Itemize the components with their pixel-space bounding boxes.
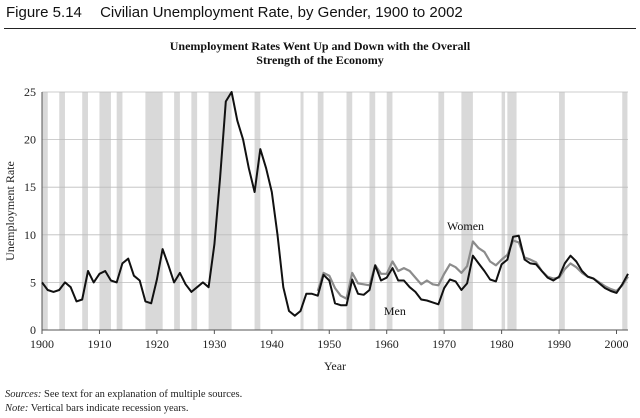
- recession-bar: [438, 92, 445, 330]
- x-tick-label: 1930: [202, 337, 226, 351]
- series-lines: [41, 91, 629, 317]
- sources-label: Sources:: [5, 389, 42, 400]
- y-tick-label: 25: [24, 85, 36, 99]
- x-tick-label: 1960: [375, 337, 399, 351]
- y-tick-label: 20: [24, 133, 36, 147]
- recession-bar: [99, 92, 111, 330]
- x-tick-label: 1970: [432, 337, 456, 351]
- sources-note: Sources: See text for an explanation of …: [5, 388, 635, 402]
- recession-bar: [82, 92, 88, 330]
- x-tick-label: 1990: [547, 337, 571, 351]
- x-tick-label: 1910: [87, 337, 111, 351]
- y-tick-label: 0: [30, 323, 36, 337]
- recession-bar: [559, 92, 565, 330]
- recession-bar: [346, 92, 353, 330]
- sources-text: See text for an explanation of multiple …: [41, 389, 243, 400]
- figure-header: Figure 5.14 Civilian Unemployment Rate, …: [4, 0, 636, 29]
- note-text: Vertical bars indicate recession years.: [28, 403, 189, 414]
- series-line-women: [316, 239, 629, 300]
- grid-lines: [42, 91, 628, 283]
- x-tick-label: 1900: [30, 337, 54, 351]
- y-tick-label: 10: [24, 228, 36, 242]
- recession-bar: [254, 92, 261, 330]
- women-label: Women: [447, 219, 484, 233]
- recession-bar: [461, 92, 473, 330]
- y-tick-label: 15: [24, 180, 36, 194]
- y-tick-label: 5: [30, 275, 36, 289]
- recession-bar: [386, 92, 393, 330]
- x-tick-label: 1920: [145, 337, 169, 351]
- x-tick-label: 1950: [317, 337, 341, 351]
- recession-bar: [622, 92, 628, 330]
- x-axis-label: Year: [324, 359, 346, 373]
- figure-caption: Civilian Unemployment Rate, by Gender, 1…: [100, 4, 463, 21]
- unemployment-chart: Unemployment Rates Went Up and Down with…: [3, 39, 629, 373]
- note-label: Note:: [5, 403, 29, 414]
- x-tick-label: 2000: [605, 337, 629, 351]
- recession-bar: [191, 92, 198, 330]
- recession-bar: [369, 92, 376, 330]
- recession-bar: [116, 92, 123, 330]
- x-tick-label: 1980: [490, 337, 514, 351]
- y-axis-label: Unemployment Rate: [3, 161, 17, 261]
- recession-bar: [501, 92, 506, 330]
- footnotes: Sources: See text for an explanation of …: [5, 388, 635, 416]
- chart-title-line: Unemployment Rates Went Up and Down with…: [170, 39, 471, 53]
- recession-note: Note: Vertical bars indicate recession y…: [5, 402, 635, 416]
- chart-title-line: Strength of the Economy: [256, 53, 383, 67]
- x-tick-label: 1940: [260, 337, 284, 351]
- chart-title: Unemployment Rates Went Up and Down with…: [170, 39, 471, 67]
- figure-number: Figure 5.14: [6, 4, 82, 21]
- recession-bar: [42, 92, 48, 330]
- recession-bars: [42, 92, 628, 330]
- series-labels: Women Men: [384, 219, 484, 318]
- recession-bar: [507, 92, 517, 330]
- series-line-men: [41, 91, 629, 317]
- recession-bar: [300, 92, 304, 330]
- recession-bar: [59, 92, 65, 330]
- recession-bar: [317, 92, 324, 330]
- men-label: Men: [384, 304, 406, 318]
- recession-bar: [174, 92, 180, 330]
- axes: 0 5 10 15 20 25 1900 1910 1920 1930 1940 1950 1960 19…: [3, 85, 629, 373]
- recession-bar: [208, 92, 232, 330]
